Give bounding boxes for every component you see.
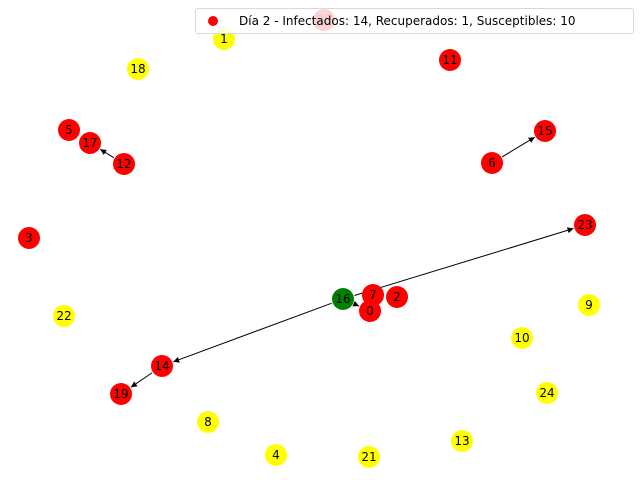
node-label-12: 12 — [116, 157, 131, 171]
node-circle-12 — [113, 153, 135, 175]
node-label-10: 10 — [514, 331, 529, 345]
edges-layer — [99, 136, 574, 388]
node-12: 12 — [113, 153, 135, 175]
node-circle-23 — [574, 214, 596, 236]
node-4: 4 — [265, 444, 287, 466]
node-label-14: 14 — [154, 359, 169, 373]
nodes-layer: 0123456789101112131415161718192021222324 — [18, 9, 600, 468]
node-circle-2 — [386, 286, 408, 308]
node-label-3: 3 — [25, 231, 33, 245]
node-24: 24 — [536, 382, 558, 404]
node-circle-8 — [197, 411, 219, 433]
node-label-7: 7 — [369, 288, 377, 302]
node-circle-22 — [53, 305, 75, 327]
node-label-9: 9 — [585, 298, 593, 312]
node-circle-9 — [578, 294, 600, 316]
node-circle-6 — [481, 152, 503, 174]
node-7: 7 — [362, 284, 384, 306]
node-label-5: 5 — [65, 123, 73, 137]
node-circle-11 — [439, 49, 461, 71]
node-label-15: 15 — [537, 124, 552, 138]
legend: Día 2 - Infectados: 14, Recuperados: 1, … — [195, 8, 634, 34]
node-circle-19 — [110, 383, 132, 405]
node-13: 13 — [451, 430, 473, 452]
node-16: 16 — [332, 288, 354, 310]
node-circle-24 — [536, 382, 558, 404]
node-19: 19 — [110, 383, 132, 405]
node-6: 6 — [481, 152, 503, 174]
node-circle-16 — [332, 288, 354, 310]
node-circle-4 — [265, 444, 287, 466]
node-label-24: 24 — [539, 386, 554, 400]
node-17: 17 — [79, 132, 101, 154]
node-22: 22 — [53, 305, 75, 327]
node-label-11: 11 — [442, 53, 457, 67]
node-23: 23 — [574, 214, 596, 236]
node-label-2: 2 — [393, 290, 401, 304]
node-circle-14 — [151, 355, 173, 377]
node-label-23: 23 — [577, 218, 592, 232]
node-3: 3 — [18, 227, 40, 249]
node-label-22: 22 — [56, 309, 71, 323]
node-label-6: 6 — [488, 156, 496, 170]
node-circle-3 — [18, 227, 40, 249]
node-10: 10 — [511, 327, 533, 349]
node-circle-13 — [451, 430, 473, 452]
edge-16-14 — [173, 302, 332, 363]
node-15: 15 — [534, 120, 556, 142]
node-circle-10 — [511, 327, 533, 349]
edge-16-0 — [352, 300, 360, 307]
node-18: 18 — [127, 58, 149, 80]
node-label-19: 19 — [113, 387, 128, 401]
edge-12-17 — [99, 148, 115, 159]
legend-marker-icon — [208, 16, 218, 26]
edge-16-23 — [354, 227, 574, 296]
node-circle-15 — [534, 120, 556, 142]
node-label-16: 16 — [335, 292, 350, 306]
node-11: 11 — [439, 49, 461, 71]
node-9: 9 — [578, 294, 600, 316]
node-8: 8 — [197, 411, 219, 433]
node-circle-7 — [362, 284, 384, 306]
edge-6-15 — [502, 136, 535, 158]
node-circle-5 — [58, 119, 80, 141]
node-21: 21 — [358, 446, 380, 468]
legend-label: Día 2 - Infectados: 14, Recuperados: 1, … — [239, 14, 576, 28]
node-circle-17 — [79, 132, 101, 154]
node-circle-21 — [358, 446, 380, 468]
node-circle-18 — [127, 58, 149, 80]
node-2: 2 — [386, 286, 408, 308]
node-label-1: 1 — [220, 32, 228, 46]
node-label-8: 8 — [204, 415, 212, 429]
edge-14-19 — [130, 372, 153, 388]
node-label-0: 0 — [366, 304, 374, 318]
node-label-21: 21 — [361, 450, 376, 464]
node-label-17: 17 — [82, 136, 97, 150]
node-14: 14 — [151, 355, 173, 377]
node-label-18: 18 — [130, 62, 145, 76]
node-label-13: 13 — [454, 434, 469, 448]
node-label-4: 4 — [272, 448, 280, 462]
node-5: 5 — [58, 119, 80, 141]
